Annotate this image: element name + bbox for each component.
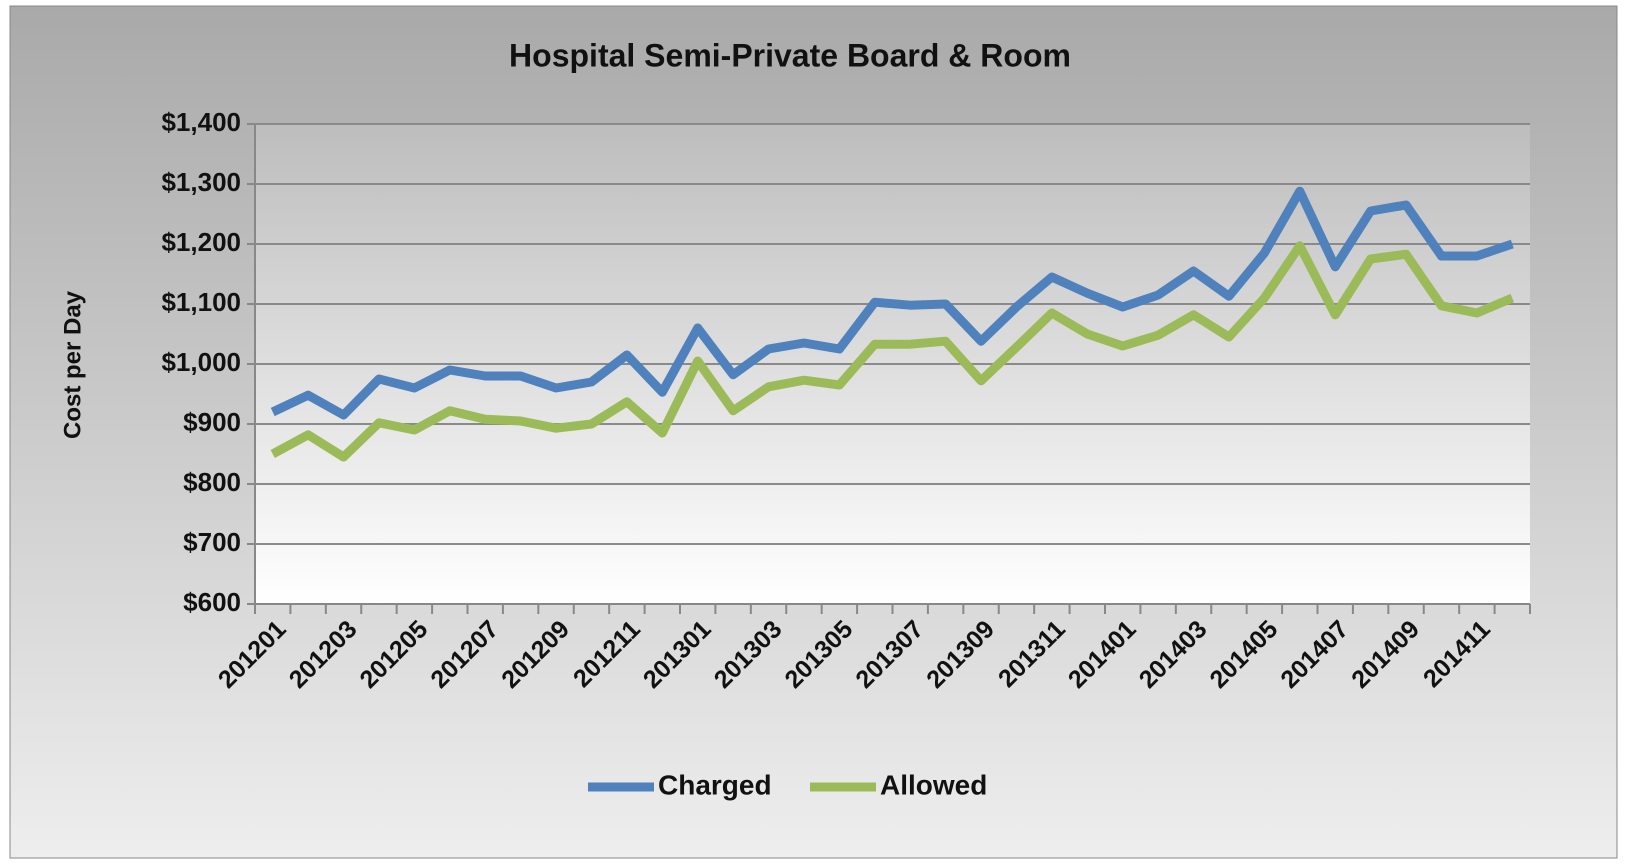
data-line [270, 241, 1515, 462]
y-tick-label: $1,300 [161, 167, 241, 197]
data-line [270, 186, 1514, 420]
y-tick-label: $900 [183, 407, 241, 437]
legend-label: Allowed [880, 769, 987, 800]
y-tick-label: $1,100 [161, 287, 241, 317]
y-tick-label: $800 [183, 467, 241, 497]
chart-title: Hospital Semi-Private Board & Room [509, 37, 1071, 73]
legend-label: Charged [658, 769, 772, 800]
y-axis-label: Cost per Day [59, 290, 86, 439]
y-tick-label: $600 [183, 587, 241, 617]
y-tick-label: $1,200 [161, 227, 241, 257]
y-tick-label: $700 [183, 527, 241, 557]
y-tick-label: $1,400 [161, 107, 241, 137]
y-tick-label: $1,000 [161, 347, 241, 377]
